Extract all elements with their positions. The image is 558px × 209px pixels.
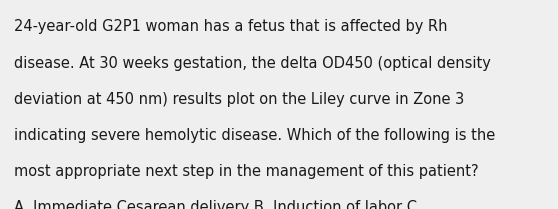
Text: 24-year-old G2P1 woman has a fetus that is affected by Rh: 24-year-old G2P1 woman has a fetus that … bbox=[14, 19, 448, 34]
Text: indicating severe hemolytic disease. Which of the following is the: indicating severe hemolytic disease. Whi… bbox=[14, 128, 495, 143]
Text: most appropriate next step in the management of this patient?: most appropriate next step in the manage… bbox=[14, 164, 479, 179]
Text: A. Immediate Cesarean delivery B. Induction of labor C.: A. Immediate Cesarean delivery B. Induct… bbox=[14, 200, 422, 209]
Text: disease. At 30 weeks gestation, the delta OD450 (optical density: disease. At 30 weeks gestation, the delt… bbox=[14, 56, 491, 71]
Text: deviation at 450 nm) results plot on the Liley curve in Zone 3: deviation at 450 nm) results plot on the… bbox=[14, 92, 464, 107]
